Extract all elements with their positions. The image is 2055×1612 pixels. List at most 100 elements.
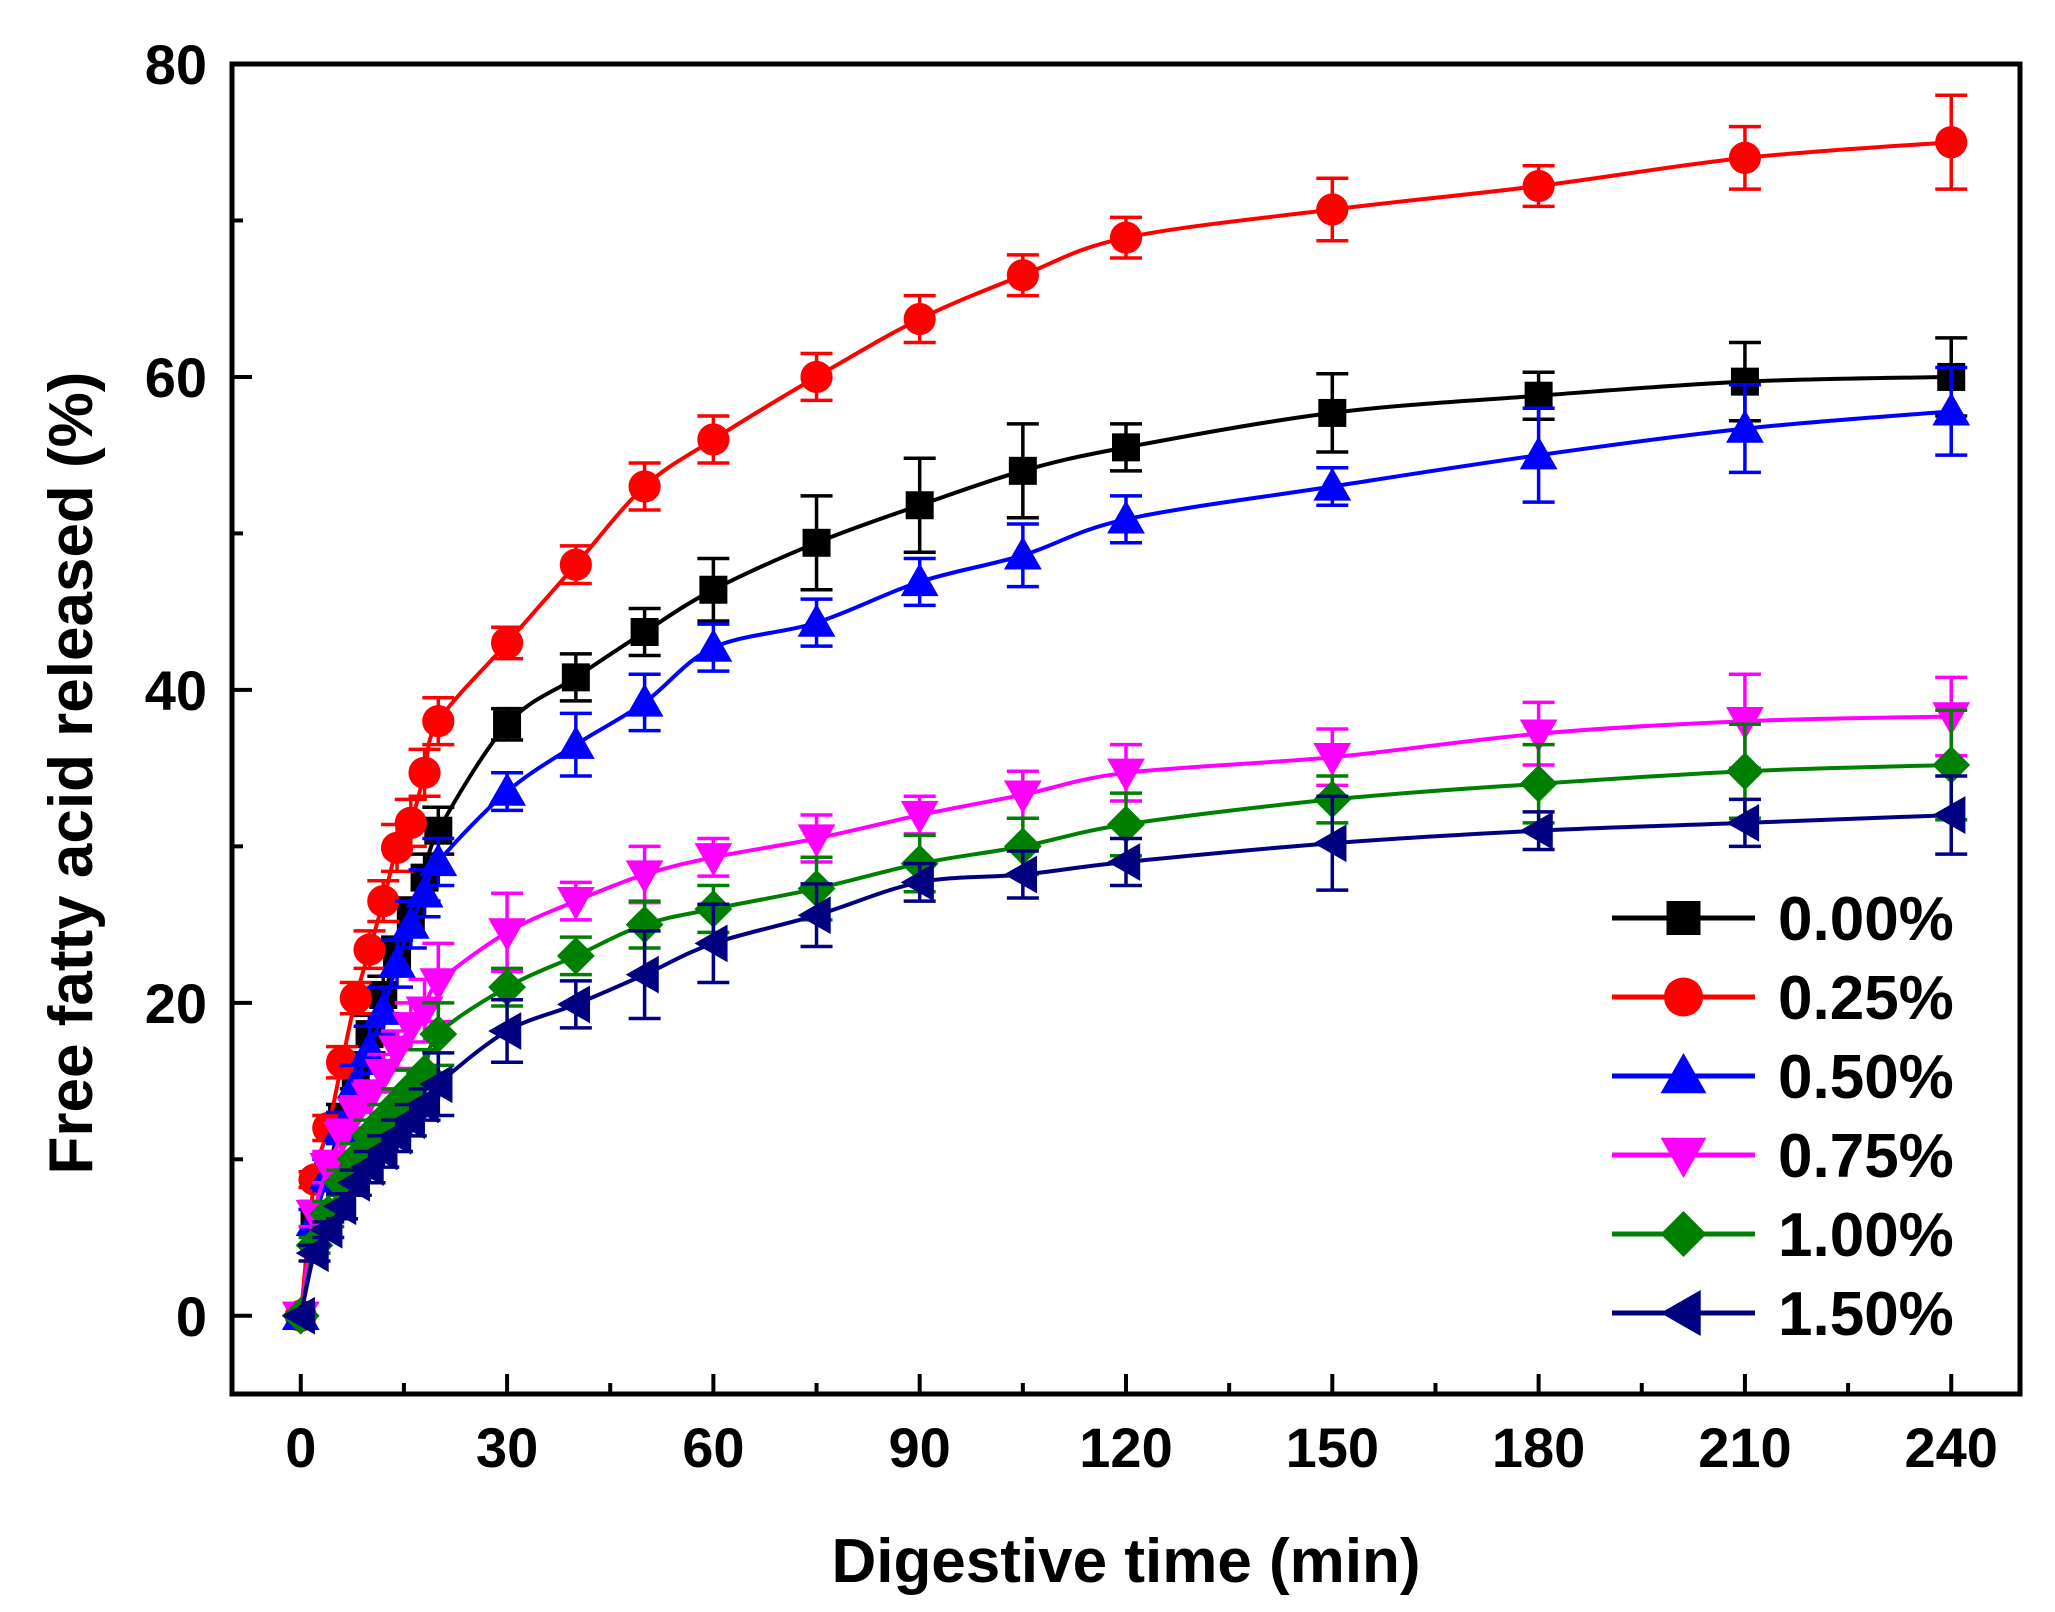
x-tick-label: 120	[1079, 1416, 1172, 1479]
data-point	[350, 1082, 389, 1116]
data-point	[556, 936, 595, 975]
y-tick-label: 20	[145, 972, 207, 1035]
data-point	[1726, 409, 1764, 443]
data-point	[1003, 827, 1042, 866]
data-point	[295, 1234, 329, 1273]
data-point	[1109, 221, 1143, 254]
data-point	[556, 985, 591, 1024]
data-point	[405, 1085, 439, 1124]
data-point	[1006, 259, 1039, 292]
data-point	[1313, 824, 1347, 863]
legend-entry: 0.75%	[1612, 1122, 1954, 1191]
data-point	[903, 302, 936, 336]
data-point	[625, 955, 659, 994]
data-point	[488, 918, 526, 952]
data-point	[797, 603, 836, 637]
data-point	[1519, 719, 1558, 753]
data-point	[556, 725, 595, 759]
data-point	[323, 1187, 357, 1226]
plot-series	[281, 93, 1971, 1335]
y-tick-label: 60	[145, 346, 207, 409]
data-point	[378, 944, 416, 978]
data-point	[419, 1065, 453, 1104]
data-point	[419, 968, 458, 1002]
legend-label: 1.00%	[1778, 1201, 1954, 1270]
data-point	[1107, 758, 1145, 792]
data-point	[1726, 752, 1764, 791]
x-tick-label: 210	[1698, 1416, 1791, 1479]
x-tick-label: 30	[476, 1416, 538, 1479]
data-point	[488, 968, 526, 1007]
x-tick-label: 150	[1286, 1416, 1379, 1479]
data-point	[694, 628, 733, 662]
data-point	[325, 1046, 359, 1079]
data-point	[364, 991, 403, 1025]
legend-label: 0.00%	[1778, 885, 1954, 954]
data-point	[309, 1210, 343, 1249]
x-tick-label: 180	[1492, 1416, 1585, 1479]
data-point	[339, 982, 372, 1015]
data-point	[1107, 805, 1145, 844]
data-point	[405, 874, 444, 908]
data-point	[405, 996, 444, 1030]
data-point	[694, 843, 733, 877]
data-point	[1003, 780, 1042, 814]
legend-marker	[1660, 1211, 1707, 1257]
data-point	[1522, 169, 1555, 203]
x-tick-label: 240	[1905, 1416, 1998, 1479]
data-point	[1519, 811, 1553, 850]
data-point	[802, 528, 831, 557]
legend-marker	[1660, 1290, 1701, 1336]
axis-ticks: 0 30 60 90 120 150 180 210 240 0 20 40 60 80	[145, 33, 1998, 1479]
data-point	[625, 860, 664, 894]
legend-entry: 1.00%	[1612, 1201, 1954, 1270]
data-point	[797, 896, 831, 935]
data-point	[1313, 742, 1352, 777]
data-point	[699, 575, 728, 604]
data-point	[1519, 764, 1558, 803]
data-point	[1008, 456, 1037, 485]
data-point	[556, 886, 595, 921]
legend-label: 1.50%	[1778, 1280, 1954, 1349]
data-point	[1313, 467, 1352, 501]
data-point	[281, 1296, 315, 1335]
data-point	[1003, 536, 1042, 570]
plot-frame	[229, 61, 2023, 1397]
legend-label: 0.25%	[1778, 964, 1954, 1033]
data-point	[493, 710, 522, 739]
data-point	[391, 905, 430, 939]
data-point	[1932, 392, 1971, 426]
legend-marker	[1663, 977, 1704, 1017]
data-point	[1935, 126, 1968, 159]
series-1.50%	[281, 774, 1968, 1335]
data-point	[394, 806, 427, 839]
data-point	[353, 933, 386, 966]
x-axis-label: Digestive time (min)	[831, 1527, 1420, 1596]
data-point	[625, 683, 664, 717]
axis-labels: Digestive time (min) Free fatty acid rel…	[37, 372, 1421, 1596]
series-0.75%	[281, 672, 1971, 1335]
y-tick-label: 80	[145, 33, 207, 96]
data-point	[1316, 193, 1349, 226]
legend-marker	[1666, 901, 1701, 935]
data-point	[1519, 436, 1558, 470]
data-point	[1726, 803, 1760, 842]
data-point	[419, 1015, 458, 1054]
data-point	[1107, 843, 1141, 881]
data-point	[625, 905, 664, 944]
data-point	[900, 863, 934, 902]
legend-entry: 1.50%	[1612, 1280, 1954, 1349]
y-tick-label: 40	[145, 659, 207, 722]
data-point	[900, 563, 939, 597]
data-point	[1728, 141, 1762, 174]
data-point	[336, 1140, 375, 1179]
data-point	[1112, 433, 1140, 462]
x-tick-label: 90	[889, 1416, 951, 1479]
data-point	[559, 548, 592, 581]
legend-entry: 0.50%	[1612, 1043, 1954, 1112]
data-point	[1932, 796, 1966, 834]
data-point	[800, 360, 833, 394]
data-point	[1003, 855, 1038, 894]
